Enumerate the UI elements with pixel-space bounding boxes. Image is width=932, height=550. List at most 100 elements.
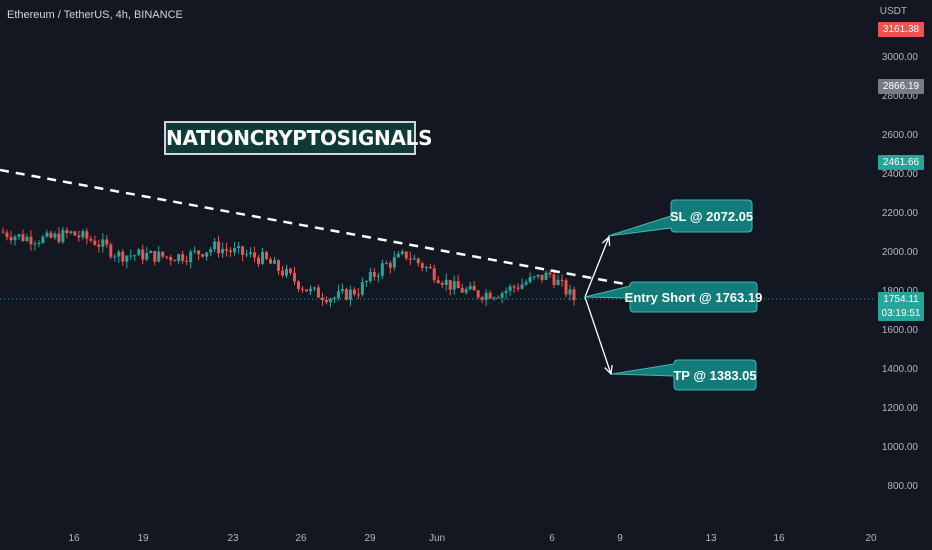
candle-body bbox=[85, 231, 89, 239]
candle-body bbox=[125, 255, 129, 262]
candle-body bbox=[61, 230, 65, 243]
x-tick-label: 19 bbox=[137, 533, 149, 544]
candle-body bbox=[185, 260, 189, 262]
chart-title: Ethereum / TetherUS, 4h, BINANCE bbox=[7, 9, 183, 21]
candle-body bbox=[277, 260, 281, 271]
candle-body bbox=[544, 272, 548, 280]
candle-body bbox=[524, 282, 528, 285]
candle-body bbox=[157, 251, 161, 262]
candle-body bbox=[528, 277, 532, 283]
candle-body bbox=[209, 249, 213, 253]
candle-body bbox=[245, 254, 249, 256]
candle-body bbox=[265, 252, 269, 259]
y-tick-label: 2600.00 bbox=[882, 130, 919, 141]
candle-body bbox=[73, 231, 77, 236]
trendline bbox=[0, 168, 637, 288]
candle-body bbox=[292, 272, 296, 282]
candle-body bbox=[340, 289, 344, 292]
candle-body bbox=[392, 257, 396, 268]
candle-body bbox=[548, 272, 552, 275]
last-price-tag: 1754.11 bbox=[878, 292, 924, 307]
high-price-tag: 3161.38 bbox=[878, 22, 924, 37]
candle-body bbox=[217, 241, 221, 254]
candle-body bbox=[137, 249, 141, 256]
sl-arrow-head bbox=[601, 235, 611, 247]
candle-body bbox=[65, 230, 69, 234]
candle-body bbox=[472, 285, 476, 291]
candle-body bbox=[352, 289, 356, 295]
candle-body bbox=[109, 244, 113, 257]
candle-body bbox=[153, 251, 157, 262]
candle-body bbox=[105, 239, 109, 245]
candle-body bbox=[436, 280, 440, 284]
green-price-tag: 2461.66 bbox=[878, 155, 924, 170]
candle-body bbox=[261, 252, 265, 264]
entry-callout-shape bbox=[584, 281, 758, 313]
candle-body bbox=[320, 297, 324, 300]
y-tick-label: 2200.00 bbox=[882, 208, 919, 219]
candle-body bbox=[504, 290, 508, 294]
candle-body bbox=[432, 268, 436, 281]
candle-body bbox=[205, 252, 209, 257]
candle-body bbox=[113, 256, 117, 258]
sl-callout-shape bbox=[607, 199, 753, 237]
candle-body bbox=[141, 249, 145, 260]
candle-body bbox=[296, 281, 300, 289]
candle-body bbox=[233, 248, 237, 253]
candle-body bbox=[201, 254, 205, 257]
candle-body bbox=[448, 279, 452, 290]
candle-body bbox=[452, 281, 456, 290]
candle-body bbox=[360, 282, 364, 295]
candle-body bbox=[412, 258, 416, 260]
candle-body bbox=[468, 285, 472, 290]
sl-arrow bbox=[584, 236, 610, 298]
candle-body bbox=[516, 287, 520, 289]
candle-body bbox=[69, 231, 73, 234]
candle-body bbox=[564, 280, 568, 295]
candle-body bbox=[440, 283, 444, 285]
candle-body bbox=[332, 297, 336, 299]
tp-arrow bbox=[584, 296, 612, 375]
candle-body bbox=[536, 274, 540, 277]
candle-body bbox=[388, 263, 392, 268]
candle-body bbox=[57, 233, 61, 243]
candle-body bbox=[404, 251, 408, 259]
candle-body bbox=[520, 284, 524, 289]
x-tick-label: 16 bbox=[68, 533, 80, 544]
candle-body bbox=[197, 250, 201, 255]
candle-body bbox=[241, 246, 245, 255]
candle-body bbox=[396, 253, 400, 258]
candle-body bbox=[9, 236, 13, 241]
candle-body bbox=[53, 233, 57, 238]
sl-callout-label: SL @ 2072.05 bbox=[670, 209, 753, 224]
candle-body bbox=[560, 279, 564, 281]
candle-body bbox=[221, 249, 225, 254]
candle-body bbox=[408, 258, 412, 260]
watermark-logo: NATIONCRYPTOSIGNALS bbox=[164, 121, 432, 155]
candle-body bbox=[336, 291, 340, 298]
candle-body bbox=[444, 279, 448, 285]
currency-label: USDT bbox=[879, 6, 907, 17]
y-tick-label: 2000.00 bbox=[882, 247, 919, 258]
candle-body bbox=[45, 232, 49, 237]
candle-body bbox=[420, 263, 424, 268]
candle-body bbox=[556, 279, 560, 286]
candle-body bbox=[380, 263, 384, 276]
x-tick-label: 29 bbox=[364, 533, 376, 544]
candle-body bbox=[572, 289, 576, 301]
candle-body bbox=[273, 260, 277, 264]
y-tick-label: 2800.00 bbox=[882, 91, 919, 102]
candle-body bbox=[161, 251, 165, 257]
candle-body bbox=[249, 252, 253, 255]
y-tick-label: 1400.00 bbox=[882, 364, 919, 375]
candle-body bbox=[81, 231, 85, 238]
candle-body bbox=[552, 274, 556, 286]
candle-body bbox=[213, 241, 217, 250]
candle-body bbox=[97, 244, 101, 247]
x-tick-label: 26 bbox=[295, 533, 307, 544]
candle-body bbox=[49, 232, 53, 238]
candle-body bbox=[304, 289, 308, 292]
entry-callout-label: Entry Short @ 1763.19 bbox=[625, 290, 763, 305]
